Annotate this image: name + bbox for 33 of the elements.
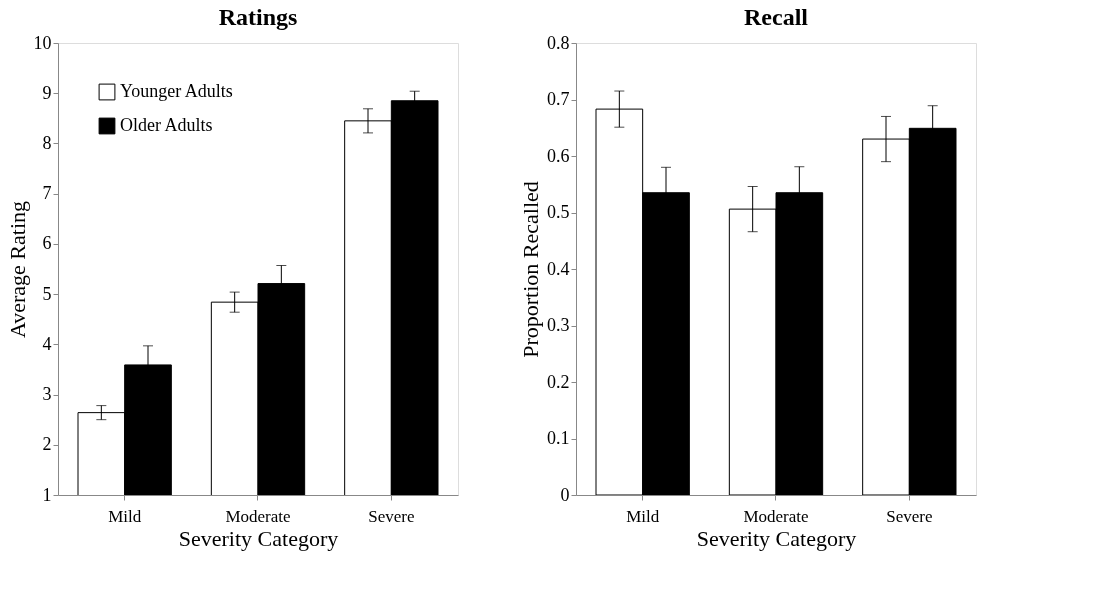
- x-tick-label: Severe: [886, 506, 933, 526]
- y-tick-label: 0.4: [547, 258, 570, 279]
- y-tick-label: 0.2: [547, 371, 570, 392]
- x-tick-label: Moderate: [743, 506, 809, 526]
- y-tick-label: 0.5: [547, 202, 570, 222]
- y-tick-label: 4: [42, 333, 52, 354]
- y-tick-label: 7: [42, 183, 52, 204]
- y-tick-label: 0.7: [547, 89, 570, 109]
- x-tick-label: Severe: [368, 506, 415, 526]
- y-tick-label: 10: [33, 32, 52, 53]
- y-tick-label: 0: [560, 484, 570, 505]
- y-tick-label: 3: [42, 384, 52, 405]
- y-tick-label: 5: [42, 283, 52, 304]
- x-axis-title: Severity Category: [178, 525, 339, 551]
- chart-title: Ratings: [218, 4, 298, 30]
- legend-label: Older Adults: [120, 115, 213, 135]
- y-tick-label: 0.1: [547, 428, 570, 448]
- y-axis-title: Proportion Recalled: [518, 181, 543, 358]
- legend-label: Younger Adults: [120, 81, 233, 101]
- chart-title: Recall: [744, 4, 809, 30]
- x-tick-label: Moderate: [225, 506, 291, 526]
- y-tick-label: 0.6: [547, 145, 570, 166]
- y-axis-title: Average Rating: [4, 200, 30, 339]
- x-axis-title: Severity Category: [696, 525, 857, 551]
- y-tick-label: 6: [42, 233, 52, 254]
- x-tick-label: Mild: [108, 506, 142, 526]
- y-tick-label: 1: [42, 484, 52, 505]
- x-tick-label: Mild: [626, 506, 660, 526]
- y-tick-label: 8: [42, 132, 52, 153]
- y-tick-label: 0.8: [547, 32, 570, 53]
- y-tick-label: 2: [42, 434, 52, 455]
- y-tick-label: 0.3: [547, 315, 570, 335]
- y-tick-label: 9: [42, 82, 52, 103]
